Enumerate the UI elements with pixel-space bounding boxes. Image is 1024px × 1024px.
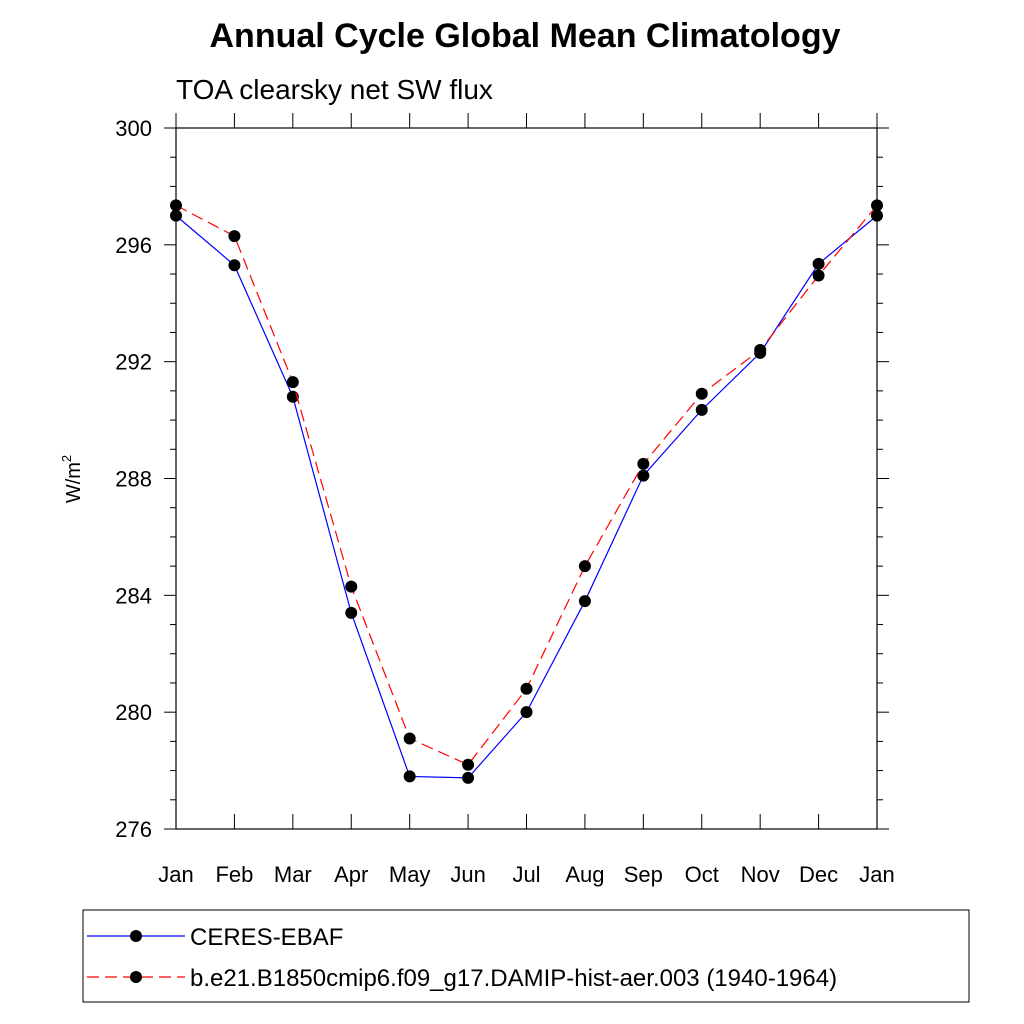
chart-subtitle: TOA clearsky net SW flux bbox=[176, 74, 493, 105]
legend-label-1: CERES-EBAF bbox=[190, 924, 343, 951]
data-point bbox=[345, 606, 358, 619]
data-point bbox=[170, 209, 182, 222]
data-point bbox=[695, 387, 708, 400]
y-tick-label: 292 bbox=[115, 350, 152, 375]
data-point bbox=[345, 580, 358, 593]
y-tick-label: 284 bbox=[115, 583, 152, 608]
x-tick-label: Jan bbox=[859, 862, 894, 887]
data-point bbox=[520, 682, 533, 695]
data-point bbox=[520, 706, 533, 719]
y-tick-label: 288 bbox=[115, 467, 152, 492]
x-tick-label: Apr bbox=[334, 862, 368, 887]
legend-box bbox=[82, 909, 970, 1003]
x-tick-label: Jan bbox=[158, 862, 193, 887]
y-tick-label: 300 bbox=[115, 116, 152, 141]
y-tick-label: 296 bbox=[115, 233, 152, 258]
data-point bbox=[286, 376, 299, 389]
x-tick-label: Jul bbox=[512, 862, 540, 887]
data-point bbox=[403, 732, 416, 745]
legend-label-2: b.e21.B1850cmip6.f09_g17.DAMIP-hist-aer.… bbox=[190, 965, 837, 992]
x-tick-label: Aug bbox=[565, 862, 604, 887]
data-point bbox=[578, 595, 591, 608]
data-point bbox=[403, 770, 416, 783]
series-1 bbox=[170, 209, 883, 784]
data-point bbox=[228, 230, 241, 243]
y-tick-label: 280 bbox=[115, 700, 152, 725]
legend-marker-2 bbox=[130, 971, 142, 983]
x-tick-label: Jun bbox=[450, 862, 485, 887]
chart-title: Annual Cycle Global Mean Climatology bbox=[210, 17, 841, 55]
data-point bbox=[462, 758, 475, 771]
data-point bbox=[578, 560, 591, 573]
data-point bbox=[462, 771, 475, 784]
x-tick-label: Feb bbox=[215, 862, 253, 887]
y-axis-label: W/m2 bbox=[59, 455, 85, 503]
data-point bbox=[754, 343, 767, 356]
data-point bbox=[812, 257, 825, 270]
data-point bbox=[871, 199, 883, 212]
x-tick-label: Oct bbox=[685, 862, 719, 887]
data-point bbox=[170, 199, 182, 212]
series-2 bbox=[170, 199, 883, 771]
data-point bbox=[637, 469, 650, 482]
x-tick-label: Dec bbox=[799, 862, 838, 887]
data-point bbox=[228, 259, 241, 272]
data-point bbox=[871, 209, 883, 222]
y-tick-label: 276 bbox=[115, 817, 152, 842]
data-point bbox=[812, 269, 825, 282]
series-line bbox=[175, 204, 878, 766]
x-tick-label: Nov bbox=[741, 862, 780, 887]
x-tick-label: May bbox=[389, 862, 431, 887]
x-tick-label: Mar bbox=[274, 862, 312, 887]
data-point bbox=[695, 403, 708, 416]
plot-frame bbox=[175, 127, 878, 830]
data-point bbox=[637, 457, 650, 470]
legend: CERES-EBAF b.e21.B1850cmip6.f09_g17.DAMIP… bbox=[82, 909, 970, 1003]
legend-marker-1 bbox=[130, 930, 142, 942]
x-tick-label: Sep bbox=[624, 862, 663, 887]
